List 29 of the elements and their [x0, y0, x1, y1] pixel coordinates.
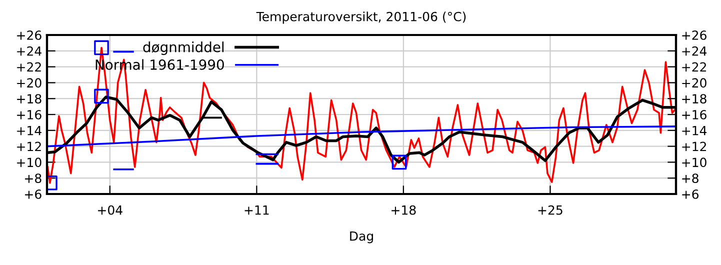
y-tick-label: +6 [25, 189, 42, 199]
legend-label: døgnmiddel [143, 42, 224, 55]
y-tick-label: +24 [17, 46, 42, 56]
x-tick-label: +04 [98, 205, 122, 215]
x-axis-title: Dag [350, 231, 373, 244]
y2-tick-label: +8 [682, 174, 698, 184]
y-tick-label: +22 [17, 62, 41, 72]
y2-tick-label: +24 [682, 46, 707, 56]
y2-tick-label: +18 [682, 94, 706, 104]
y2-tick-label: +12 [682, 142, 706, 152]
y-tick-label: +26 [17, 30, 42, 40]
y2-tick-label: +16 [682, 110, 706, 120]
y2-tick-label: +6 [682, 189, 698, 199]
chart-title: Temperaturoversikt, 2011-06 (°C) [256, 12, 466, 24]
y2-tick-label: +22 [682, 62, 706, 72]
x-tick-label: +25 [538, 205, 562, 215]
y-tick-label: +8 [25, 174, 42, 184]
y2-tick-label: +14 [682, 126, 707, 136]
y-tick-label: +16 [17, 110, 42, 120]
y-tick-label: +18 [17, 94, 42, 104]
y-tick-label: +12 [17, 142, 41, 152]
y-tick-label: +14 [17, 126, 42, 136]
y-tick-label: +20 [17, 78, 42, 88]
y2-tick-label: +26 [682, 30, 706, 40]
x-tick-label: +11 [244, 205, 269, 215]
x-tick-label: +18 [392, 205, 416, 215]
y-tick-label: +10 [17, 158, 42, 168]
y2-tick-label: +20 [682, 78, 706, 88]
y2-tick-label: +10 [682, 158, 706, 168]
